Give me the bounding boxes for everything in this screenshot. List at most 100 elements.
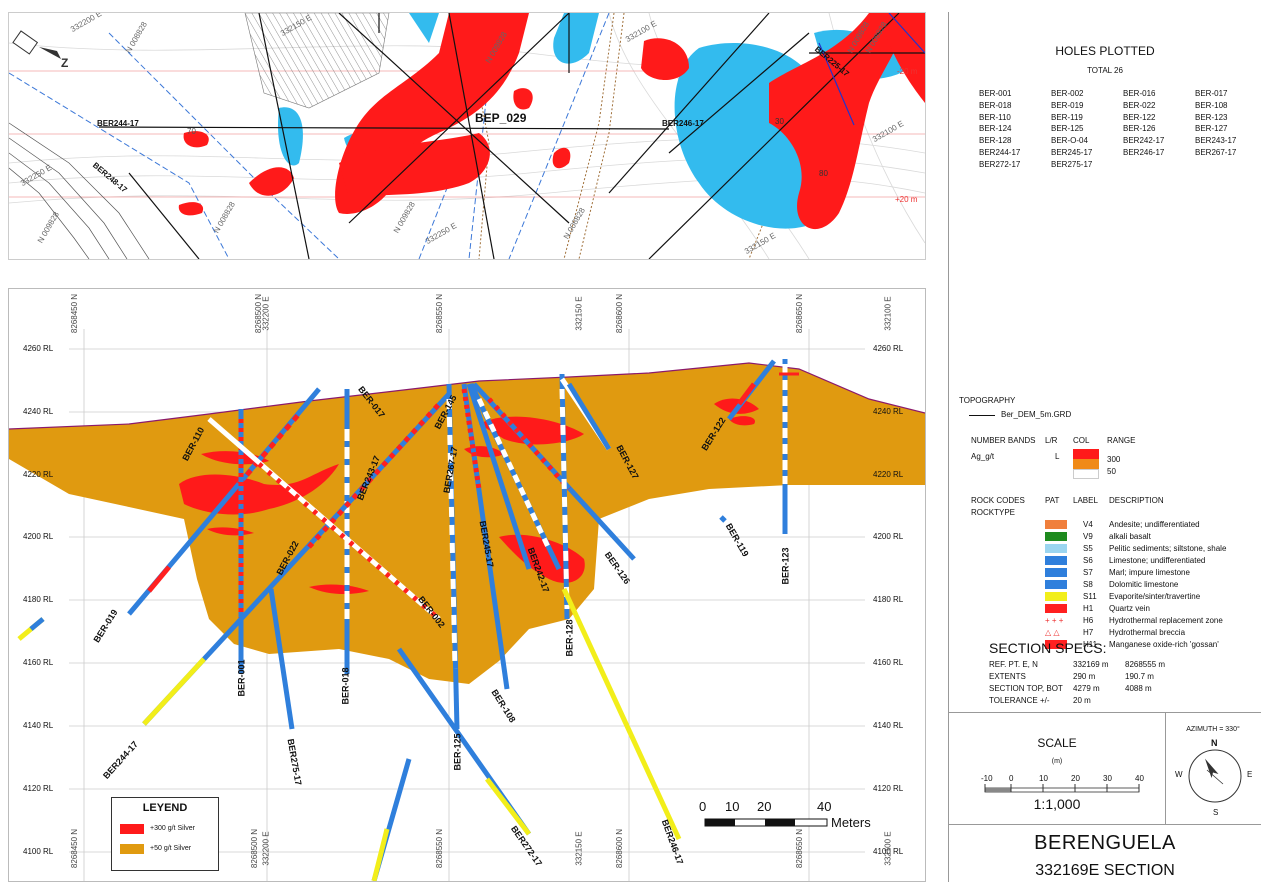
grid-label-bottom: 8268500 N [250, 828, 260, 869]
compass-e: E [1247, 770, 1253, 779]
rock-code-row: H11 Manganese oxide-rich 'gossan' [949, 640, 1261, 651]
hole-list-item: BER244-17 [979, 147, 1021, 157]
grid-label-bottom: 332150 E [574, 831, 584, 866]
plan-hole-label: BER244-17 [97, 119, 139, 128]
rl-label: 4120 RL [23, 784, 54, 793]
band-swatch-low [1073, 469, 1099, 479]
spec-label: EXTENTS [989, 672, 1026, 681]
silver-300-zones [179, 398, 759, 595]
rl-label: 4220 RL [23, 470, 54, 479]
rock-code-description: Marl; impure limestone [1109, 568, 1190, 577]
hole-list-item: BER-125 [1051, 124, 1084, 134]
hole-list-item: BER-126 [1123, 124, 1156, 134]
hole-list-item: BER-O-04 [1051, 136, 1088, 146]
plan-offset-label: -20 m [897, 67, 918, 76]
hole-list-item: BER-018 [979, 100, 1012, 110]
rock-code-description: Limestone; undifferentiated [1109, 556, 1206, 565]
rock-pattern-swatch [1045, 520, 1067, 529]
rock-code-description: Manganese oxide-rich 'gossan' [1109, 640, 1219, 649]
plan-contour-value: 70 [187, 127, 196, 136]
rock-pattern-swatch [1045, 556, 1067, 565]
rock-code-description: Dolomitic limestone [1109, 580, 1179, 589]
project-name: BERENGUELA [1034, 832, 1176, 854]
rock-codes-title: ROCK CODES [971, 496, 1025, 505]
scalebar-tick: 10 [725, 799, 740, 814]
rock-code-label: H11 [1083, 640, 1098, 649]
hole-list-item: BER-119 [1051, 112, 1083, 122]
spec-label: REF. PT. E, N [989, 660, 1038, 669]
spec-v1: 290 m [1073, 672, 1096, 681]
rock-pattern-swatch [1045, 580, 1067, 589]
spec-label: TOLERANCE +/- [989, 696, 1050, 705]
scale-tick: -10 [981, 774, 993, 783]
title-block-panel: HOLES PLOTTED TOTAL 26 BER-001 BER-002 BER… [948, 12, 1261, 882]
rl-label: 4200 RL [23, 532, 54, 541]
plan-section-name: BEP_029 [475, 111, 527, 125]
rock-pattern-swatch: + + + [1045, 616, 1067, 625]
rock-pattern-swatch [1045, 568, 1067, 577]
cross-section-view: 4260 RL 4240 RL 4220 RL 4200 RL 4180 RL … [8, 288, 926, 882]
hole-list-item: BER245-17 [1051, 147, 1093, 157]
grid-label-bottom: 8268550 N [435, 828, 445, 869]
spec-label: SECTION TOP, BOT [989, 684, 1063, 693]
compass-n: N [1211, 738, 1218, 748]
hole-label: BER-018 [340, 667, 351, 705]
rock-pattern-swatch [1045, 604, 1067, 613]
rock-code-label: S5 [1083, 544, 1093, 553]
section-title: 332169E SECTION [1035, 862, 1175, 879]
rock-code-label: H6 [1083, 616, 1094, 625]
rock-code-description: Evaporite/sinter/travertine [1109, 592, 1201, 601]
rock-code-row: H1 Quartz vein [949, 604, 1261, 615]
plan-hole-label: BER246-17 [662, 119, 704, 128]
hole-label: BER-123 [780, 547, 791, 585]
scalebar-unit: Meters [831, 815, 871, 830]
hole-list-item: BER243-17 [1195, 136, 1237, 146]
rl-label: 4200 RL [873, 532, 904, 541]
rock-code-row: △ △ H7 Hydrothermal breccia [949, 628, 1261, 639]
section-scalebar [704, 818, 828, 827]
legend-swatch-300 [120, 824, 144, 834]
spec-v2: 4088 m [1125, 684, 1152, 693]
number-bands-col: COL [1073, 436, 1090, 445]
hole-label: BER-128 [564, 619, 575, 657]
rock-code-label: S11 [1083, 592, 1097, 601]
rl-label: 4160 RL [23, 658, 54, 667]
rock-code-row: S6 Limestone; undifferentiated [949, 556, 1261, 567]
plan-contour-value: 30 [775, 117, 784, 126]
plan-offset-label: +20 m [895, 195, 918, 204]
grid-label-top: 8268450 N [70, 293, 80, 334]
red-ore-zones [178, 13, 925, 230]
scale-title: SCALE [1037, 736, 1077, 750]
hole-list-item: BER275-17 [1051, 159, 1093, 169]
topography-line-icon [969, 415, 995, 416]
hole-list-item: BER246-17 [1123, 147, 1165, 157]
rl-label: 4220 RL [873, 470, 904, 479]
legend-title: LEYEND [142, 802, 188, 814]
hole-list-item: BER-108 [1195, 100, 1228, 110]
rock-pattern-swatch: △ △ [1045, 628, 1067, 637]
holes-plotted-title: HOLES PLOTTED [1055, 44, 1155, 58]
grid-label-bottom: 332200 E [261, 831, 271, 866]
grid-label-top: 332100 E [883, 296, 893, 331]
rock-code-label: S6 [1083, 556, 1093, 565]
compass-icon [1188, 749, 1242, 803]
rock-code-label: H7 [1083, 628, 1094, 637]
plan-view-map: Z 332200 E N 008828 332150 E N 009828 33… [8, 12, 926, 260]
grid-label-top: 8268550 N [435, 293, 445, 334]
rock-codes-label: LABEL [1073, 496, 1098, 505]
rock-code-description: Andesite; undifferentiated [1109, 520, 1200, 529]
rock-code-description: Hydrothermal replacement zone [1109, 616, 1223, 625]
number-bands-title: NUMBER BANDS [971, 436, 1036, 445]
spec-v1: 20 m [1073, 696, 1091, 705]
rock-code-label: V4 [1083, 520, 1093, 529]
plan-north-arrow-icon: Z [12, 30, 68, 70]
spec-v2: 8268555 m [1125, 660, 1166, 669]
rl-label: 4180 RL [873, 595, 904, 604]
scale-tick: 10 [1039, 774, 1048, 783]
rock-codes-description: DESCRIPTION [1109, 496, 1164, 505]
drill-hole-traces [17, 359, 799, 881]
hole-list-item: BER-122 [1123, 112, 1156, 122]
plan-contour-value: 80 [819, 169, 828, 178]
rl-label: 4240 RL [23, 407, 54, 416]
section-specs-title: SECTION SPECS: [989, 640, 1107, 656]
